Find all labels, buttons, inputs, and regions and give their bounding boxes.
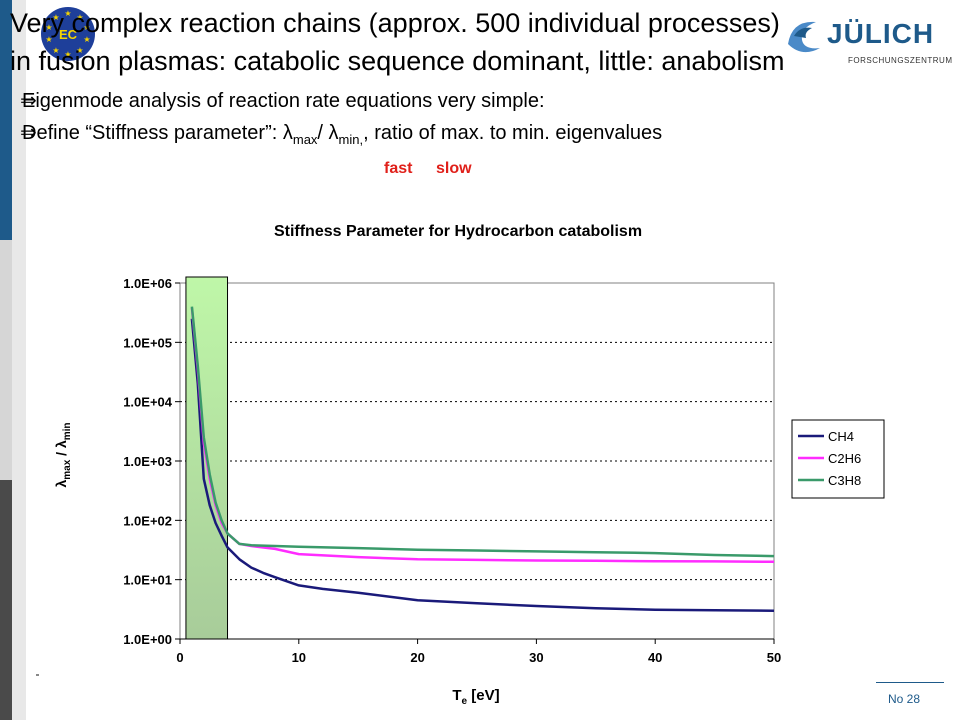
legend-label-c2h6: C2H6 bbox=[828, 451, 861, 466]
y-axis-label-main: λ bbox=[53, 480, 69, 488]
ec-logo-icon: ★ ★★ ★★★ ★★★★ EC bbox=[41, 7, 95, 61]
x-tick-label: 10 bbox=[292, 650, 306, 665]
bullet-eigenmode: Eigenmode analysis of reaction rate equa… bbox=[22, 90, 545, 112]
fast-label: fast bbox=[384, 160, 413, 177]
svg-text:★: ★ bbox=[83, 23, 90, 32]
x-tick-label: 50 bbox=[767, 650, 781, 665]
svg-text:★: ★ bbox=[64, 9, 71, 18]
slide-edge-strip bbox=[12, 0, 26, 720]
series-line-c3h8 bbox=[190, 306, 775, 558]
bullet-stiffness: Define “Stiffness parameter”: λmax/ λmin… bbox=[22, 122, 662, 147]
x-tick-label: 20 bbox=[410, 650, 424, 665]
svg-text:★: ★ bbox=[52, 46, 59, 55]
svg-text:★: ★ bbox=[76, 13, 83, 22]
slide-edge-bar-top bbox=[0, 0, 12, 240]
bullet-stiffness-post: , ratio of max. to min. eigenvalues bbox=[363, 122, 663, 144]
arrow-icon: ⇒ bbox=[20, 122, 37, 144]
svg-text:★: ★ bbox=[52, 13, 59, 22]
gridlines bbox=[180, 341, 774, 581]
y-tick-label: 1.0E+03 bbox=[123, 454, 172, 469]
y-axis-label-sub-min: min bbox=[62, 422, 73, 440]
y-tick-label: 1.0E+00 bbox=[123, 632, 172, 647]
slow-label: slow bbox=[436, 160, 472, 177]
stiffness-chart: Stiffness Parameter for Hydrocarbon cata… bbox=[53, 223, 885, 707]
bullet-stiffness-sub-min: min, bbox=[338, 132, 364, 147]
x-tick-label: 40 bbox=[648, 650, 662, 665]
y-tick-label: 1.0E+05 bbox=[123, 335, 172, 350]
bullet-stiffness-mid: / λ bbox=[317, 122, 339, 144]
slide-edge-bar-bottom bbox=[0, 480, 12, 720]
title-line-2: in fusion plasmas: catabolic sequence do… bbox=[10, 46, 785, 76]
y-axis-label: λmax / λmin bbox=[53, 422, 73, 487]
x-axis-label-main: T bbox=[452, 687, 461, 704]
y-axis-label-mid: / λ bbox=[53, 440, 69, 460]
y-tick-label: 1.0E+01 bbox=[123, 573, 172, 588]
bullet-stiffness-pre: Define “Stiffness parameter”: λ bbox=[22, 122, 293, 144]
svg-text:★: ★ bbox=[45, 23, 52, 32]
y-tick-labels: 1.0E+00 1.0E+01 1.0E+02 1.0E+03 1.0E+04 1.0E+… bbox=[123, 276, 180, 647]
series-lines bbox=[190, 306, 775, 612]
bullet-stiffness-sub-max: max bbox=[292, 132, 318, 147]
legend-label-c3h8: C3H8 bbox=[828, 473, 861, 488]
x-tick-label: 0 bbox=[176, 650, 183, 665]
svg-text:★: ★ bbox=[76, 46, 83, 55]
chart-title: Stiffness Parameter for Hydrocarbon cata… bbox=[274, 223, 642, 240]
fz-logo-subtext: FORSCHUNGSZENTRUM bbox=[848, 56, 953, 65]
chart-legend: CH4 C2H6 C3H8 bbox=[791, 419, 885, 499]
fz-juelich-logo: JÜLICH FORSCHUNGSZENTRUM bbox=[782, 8, 952, 72]
x-axis-label-unit: [eV] bbox=[467, 687, 500, 704]
x-tick-label: 30 bbox=[529, 650, 543, 665]
page-number: No 28 bbox=[888, 692, 921, 706]
fz-swirl-icon bbox=[788, 21, 820, 53]
footer-mark bbox=[36, 674, 39, 676]
fz-logo-text: JÜLICH bbox=[827, 18, 935, 49]
y-tick-label: 1.0E+06 bbox=[123, 276, 172, 291]
arrow-icon: ⇒ bbox=[20, 90, 37, 112]
y-tick-label: 1.0E+04 bbox=[123, 395, 173, 410]
x-axis-label-sub: e bbox=[462, 696, 468, 707]
svg-text:★: ★ bbox=[45, 35, 52, 44]
title-line-1: Very complex reaction chains (approx. 50… bbox=[10, 8, 780, 38]
ec-logo-text: EC bbox=[59, 27, 78, 42]
slide-edge-bar-middle bbox=[0, 240, 12, 480]
svg-text:★: ★ bbox=[83, 35, 90, 44]
legend-label-ch4: CH4 bbox=[828, 429, 854, 444]
y-axis-label-sub-max: max bbox=[62, 459, 73, 479]
svg-text:★: ★ bbox=[64, 50, 71, 59]
x-axis-label: Te [eV] bbox=[452, 687, 499, 707]
y-tick-label: 1.0E+02 bbox=[123, 513, 172, 528]
series-line-ch4 bbox=[190, 318, 775, 612]
x-tick-labels: 0 10 20 30 40 50 bbox=[176, 638, 781, 665]
footer-line bbox=[876, 682, 944, 683]
